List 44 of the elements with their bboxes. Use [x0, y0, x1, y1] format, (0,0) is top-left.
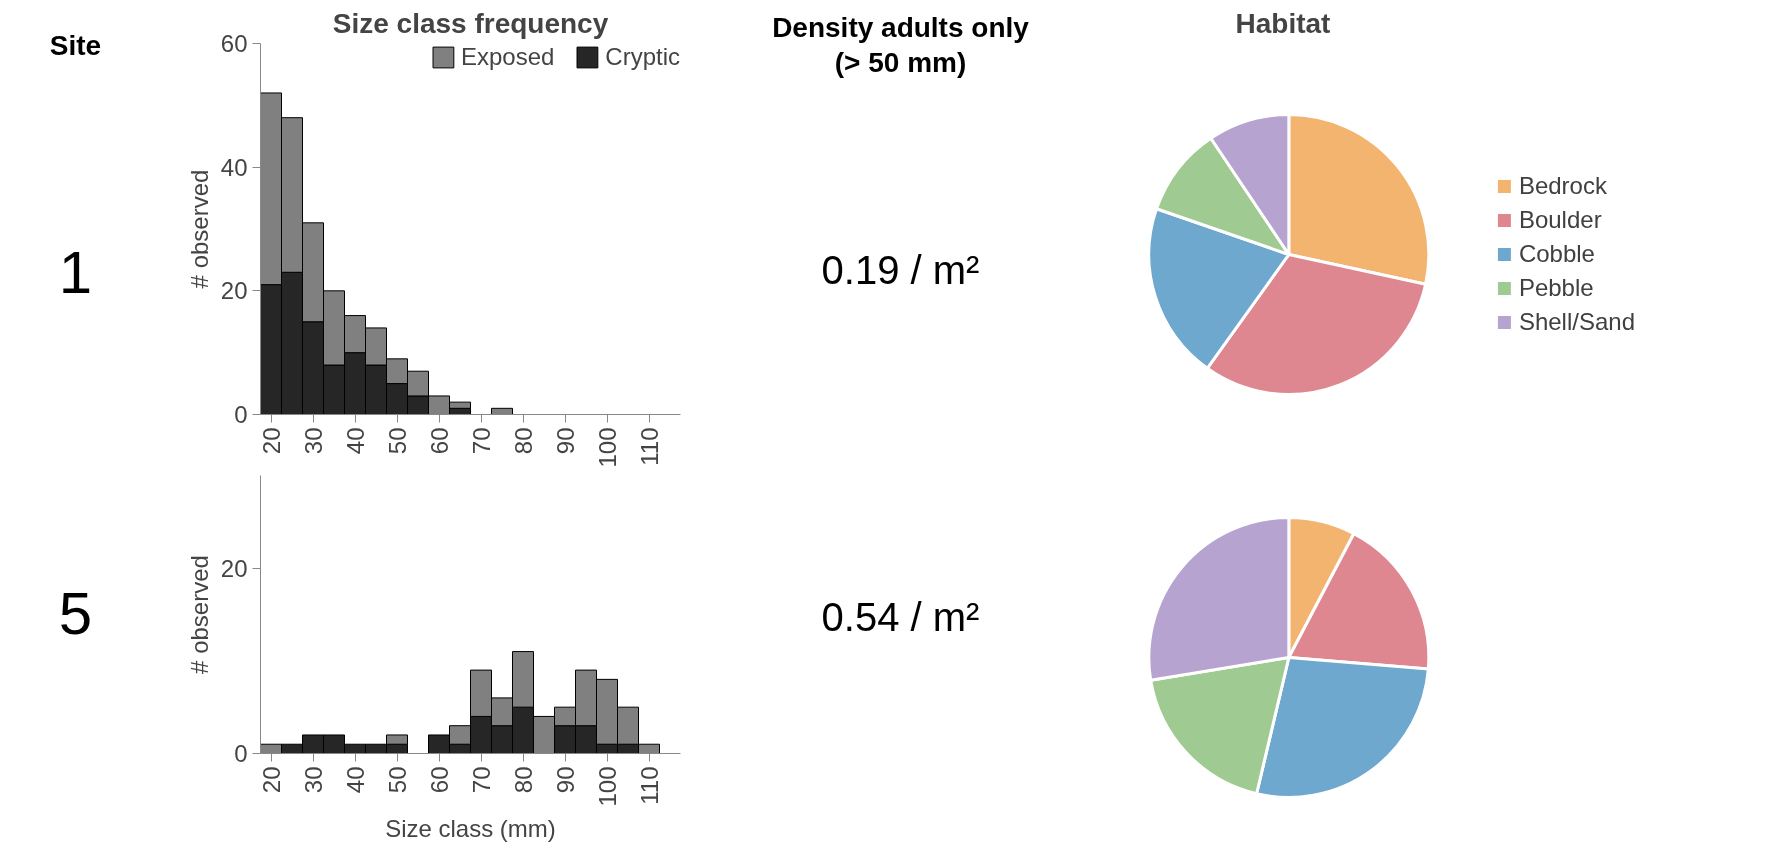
x-tick-label: 80 — [509, 427, 537, 455]
text: 0.54 / m² — [821, 594, 980, 639]
x-tick-label: 90 — [551, 427, 579, 455]
x-tick-label: 40 — [341, 427, 369, 455]
x-tick-label: 60 — [425, 427, 453, 455]
x-tick-label: 110 — [635, 427, 663, 466]
x-tick-label: 20 — [257, 766, 285, 794]
y-tick-label: 0 — [234, 740, 248, 767]
x-tick-label: 50 — [383, 427, 411, 455]
x-tick-label: 30 — [299, 427, 327, 455]
x-tick-label: 50 — [383, 766, 411, 794]
legend-label: Cryptic — [605, 43, 680, 71]
legend-label: Shell/Sand — [1518, 308, 1635, 336]
x-tick-label: 70 — [467, 427, 495, 455]
x-tick-label: 80 — [509, 766, 537, 794]
x-tick-label: 70 — [467, 766, 495, 794]
chart-title: Size class frequency — [332, 7, 609, 39]
y-tick-label: 40 — [220, 153, 248, 181]
x-tick-label: 90 — [551, 766, 579, 794]
y-tick-label: 20 — [220, 554, 248, 582]
y-tick-label: 0 — [234, 401, 248, 428]
y-tick-label: 20 — [220, 277, 248, 305]
legend-label: Pebble — [1518, 274, 1594, 302]
y-axis-title: # observed — [185, 169, 213, 289]
x-tick-label: 20 — [257, 427, 285, 455]
text: 1 — [58, 238, 93, 306]
text: Density adults only (> 50 mm) — [772, 11, 1030, 78]
x-tick-label: 30 — [299, 766, 327, 794]
x-tick-label: 110 — [635, 766, 663, 805]
text: 5 — [58, 579, 93, 647]
x-tick-label: 60 — [425, 766, 453, 794]
text: 0.19 / m² — [821, 247, 980, 292]
chart-title: Habitat — [1235, 7, 1331, 39]
x-tick-label: 100 — [593, 766, 621, 807]
legend-label: Bedrock — [1518, 172, 1607, 200]
legend-label: Boulder — [1518, 206, 1602, 234]
legend-label: Exposed — [460, 43, 555, 71]
y-tick-label: 60 — [220, 30, 248, 57]
legend-label: Cobble — [1518, 240, 1595, 268]
x-tick-label: 40 — [341, 766, 369, 794]
x-tick-label: 100 — [593, 427, 621, 468]
y-axis-title: # observed — [185, 555, 213, 674]
text: Site — [49, 29, 102, 61]
x-axis-title: Size class (mm) — [385, 814, 556, 842]
